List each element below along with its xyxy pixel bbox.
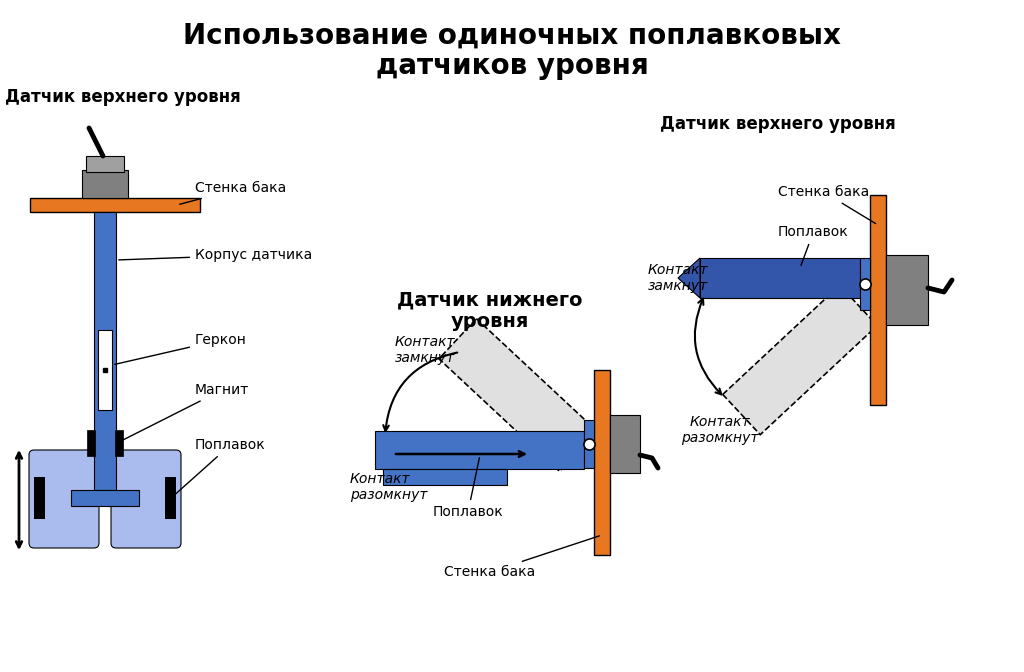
Bar [594, 370, 610, 555]
Bar [115, 430, 123, 456]
Bar [584, 420, 594, 468]
Text: Поплавок: Поплавок [432, 458, 504, 519]
Text: Датчик верхнего уровня: Датчик верхнего уровня [5, 88, 241, 106]
Text: Контакт
замкнут: Контакт замкнут [395, 335, 456, 365]
Text: Стенка бака: Стенка бака [179, 181, 287, 204]
Text: Контакт
разомкнут: Контакт разомкнут [350, 472, 427, 502]
Text: Магнит: Магнит [118, 383, 249, 443]
Bar [375, 431, 584, 469]
Bar [34, 477, 45, 519]
Text: Геркон: Геркон [115, 333, 247, 364]
Text: Контакт
замкнут: Контакт замкнут [648, 263, 709, 293]
Text: Датчик нижнего
уровня: Датчик нижнего уровня [397, 290, 583, 331]
Text: Стенка бака: Стенка бака [444, 536, 599, 579]
Bar [860, 258, 870, 310]
Bar [383, 469, 507, 485]
Bar [71, 490, 139, 506]
Bar [82, 170, 128, 198]
Polygon shape [678, 258, 700, 298]
Bar [98, 330, 112, 410]
Bar [165, 477, 176, 519]
Text: Датчик верхнего уровня: Датчик верхнего уровня [660, 115, 896, 133]
Bar [30, 198, 200, 212]
Text: Корпус датчика: Корпус датчика [119, 248, 312, 262]
Bar [87, 430, 95, 456]
Text: Поплавок: Поплавок [172, 438, 266, 497]
Bar [94, 212, 116, 490]
Bar [886, 255, 928, 325]
FancyBboxPatch shape [29, 450, 99, 548]
Text: Стенка бака: Стенка бака [778, 185, 876, 224]
FancyBboxPatch shape [111, 450, 181, 548]
Text: Контакт
разомкнут: Контакт разомкнут [681, 415, 759, 445]
Bar [700, 258, 860, 298]
Text: Использование одиночных поплавковых: Использование одиночных поплавковых [183, 22, 841, 50]
Polygon shape [723, 286, 878, 435]
Text: Поплавок: Поплавок [778, 225, 849, 265]
Bar [86, 156, 124, 172]
Polygon shape [439, 319, 597, 471]
Bar [610, 415, 640, 473]
Text: датчиков уровня: датчиков уровня [376, 52, 648, 80]
Bar [870, 195, 886, 405]
